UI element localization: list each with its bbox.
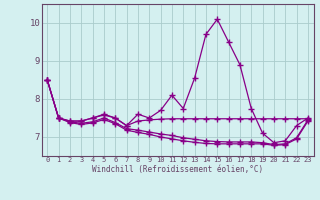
X-axis label: Windchill (Refroidissement éolien,°C): Windchill (Refroidissement éolien,°C) (92, 165, 263, 174)
